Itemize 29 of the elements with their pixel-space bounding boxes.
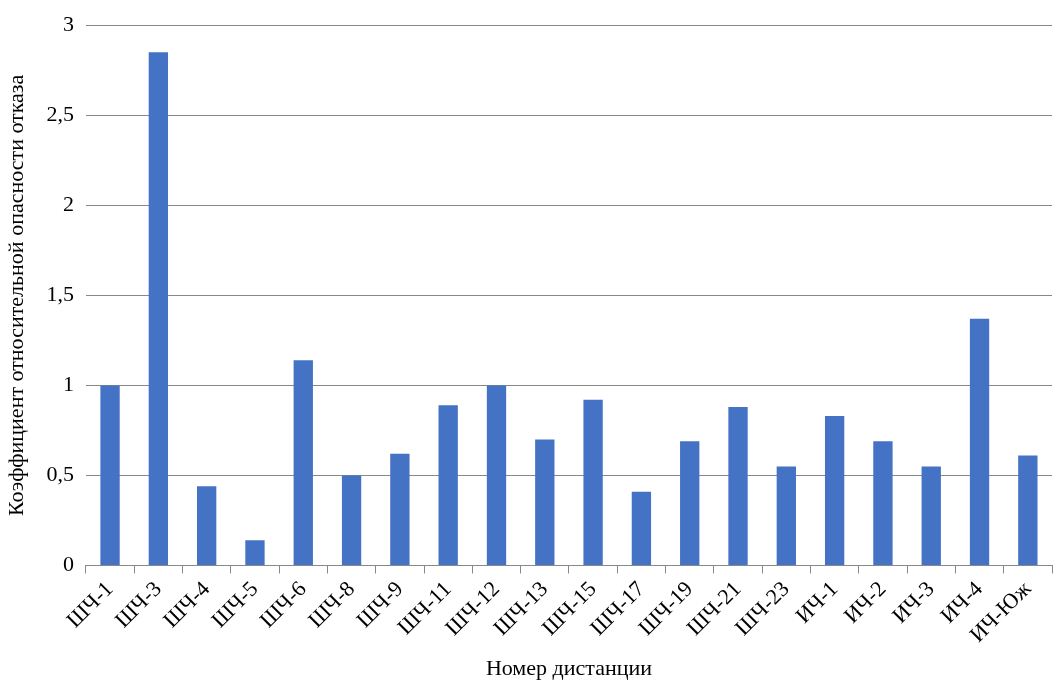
- y-tick-label: 2: [62, 191, 74, 217]
- y-tick-label: 2,5: [46, 101, 74, 127]
- bar: [776, 466, 796, 565]
- bar: [583, 399, 603, 565]
- bar: [824, 416, 845, 565]
- y-tick-label: 0: [62, 551, 74, 577]
- bar: [728, 407, 748, 565]
- y-tick-label: 3: [62, 10, 74, 36]
- bar: [631, 491, 652, 565]
- bar: [438, 405, 458, 565]
- bar: [197, 486, 217, 565]
- y-tick-label: 0,5: [46, 461, 74, 487]
- bar: [969, 318, 990, 565]
- bar: [873, 441, 893, 565]
- bar: [293, 360, 313, 565]
- bar: [486, 385, 507, 565]
- bar: [680, 441, 700, 565]
- y-tick-label: 1: [62, 371, 74, 397]
- y-axis-title: Коэффициент относительной опасности отказа: [2, 74, 28, 516]
- bar: [148, 52, 169, 565]
- bar: [535, 439, 555, 565]
- bar: [245, 540, 265, 565]
- bar: [390, 453, 410, 565]
- y-tick-label: 1,5: [46, 281, 74, 307]
- bar: [921, 466, 941, 565]
- bar: [1018, 455, 1038, 565]
- bar: [100, 385, 120, 565]
- x-axis-title: Номер дистанции: [485, 654, 653, 680]
- bar: [341, 475, 362, 565]
